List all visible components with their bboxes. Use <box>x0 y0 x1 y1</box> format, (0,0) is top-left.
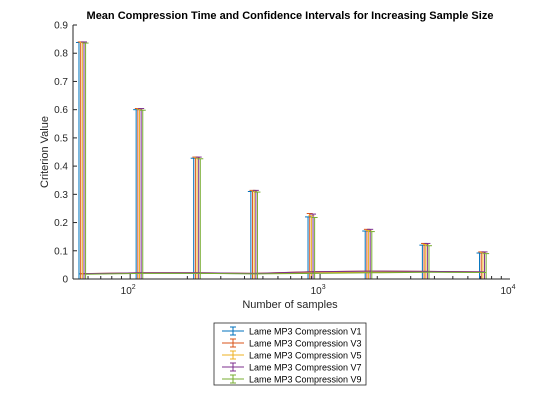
y-axis-label: Criterion Value <box>39 116 51 188</box>
chart-title: Mean Compression Time and Confidence Int… <box>87 10 494 22</box>
y-tick-label: 0.8 <box>54 49 68 60</box>
y-tick-label: 0.4 <box>54 162 68 173</box>
legend-entry: Lame MP3 Compression V3 <box>222 338 362 349</box>
legend-entry: Lame MP3 Compression V7 <box>222 362 362 373</box>
x-axis-label: Number of samples <box>242 299 338 311</box>
axes <box>72 25 510 280</box>
series-4 <box>80 41 488 280</box>
legend-label: Lame MP3 Compression V7 <box>249 363 362 373</box>
x-tick-label: 104 <box>500 284 515 297</box>
legend-label: Lame MP3 Compression V3 <box>249 339 362 349</box>
y-tick-label: 0.6 <box>54 105 68 116</box>
y-tick-label: 0 <box>62 275 68 286</box>
series-2 <box>77 41 485 280</box>
series-layer <box>75 41 490 280</box>
legend-label: Lame MP3 Compression V1 <box>249 327 362 337</box>
y-tick-label: 0.9 <box>54 21 68 32</box>
legend: Lame MP3 Compression V1 Lame MP3 Compress… <box>213 322 367 386</box>
legend-label: Lame MP3 Compression V9 <box>249 375 362 385</box>
x-tick-label: 102 <box>121 284 136 297</box>
y-tick-label: 0.2 <box>54 218 68 229</box>
legend-entry: Lame MP3 Compression V9 <box>222 374 362 385</box>
y-tick-label: 0.1 <box>54 246 68 257</box>
y-ticks: 0 0.1 0.2 0.3 0.4 0.5 0.6 0.7 0.8 0.9 <box>54 21 77 286</box>
series-line <box>83 270 485 275</box>
legend-box <box>213 322 367 386</box>
x-tick-label: 103 <box>311 284 326 297</box>
series-line <box>85 271 487 275</box>
legend-entry: Lame MP3 Compression V5 <box>222 350 362 361</box>
x-ticks: 102 103 104 <box>72 274 516 297</box>
y-tick-label: 0.3 <box>54 190 68 201</box>
legend-label: Lame MP3 Compression V5 <box>249 351 362 361</box>
y-tick-label: 0.5 <box>54 133 68 144</box>
y-tick-label: 0.7 <box>54 77 68 88</box>
legend-entry: Lame MP3 Compression V1 <box>222 326 362 337</box>
